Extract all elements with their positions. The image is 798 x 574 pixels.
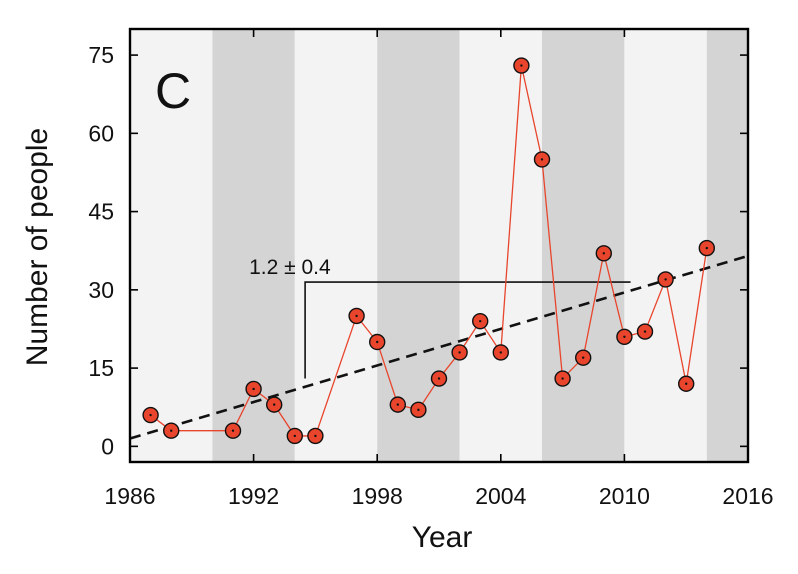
- x-tick-label-2016: 2016: [722, 483, 773, 509]
- background-band-2: [294, 29, 378, 462]
- background-bands: [130, 29, 748, 462]
- annotation-bracket: [304, 281, 631, 379]
- y-tick-label-15: 15: [88, 355, 114, 381]
- y-tick-label-60: 60: [88, 120, 114, 146]
- data-point-2014: [698, 239, 715, 257]
- data-point-2006: [533, 151, 551, 168]
- x-axis-title: Year: [412, 521, 473, 554]
- data-point-1987: [142, 406, 159, 424]
- background-band-4: [459, 29, 542, 462]
- background-band-6: [624, 29, 707, 462]
- data-point-1998: [369, 333, 386, 351]
- background-band-5: [542, 29, 625, 462]
- background-band-0: [130, 29, 213, 462]
- data-point-2002: [451, 344, 468, 361]
- data-point-2009: [595, 245, 612, 262]
- data-points: [142, 57, 715, 445]
- data-point-2003: [472, 312, 489, 330]
- trend-annotation: 1.2 ± 0.4: [249, 256, 631, 379]
- data-point-1992: [245, 380, 262, 398]
- data-point-2011: [636, 323, 654, 340]
- data-point-1993: [266, 396, 283, 413]
- x-tick-label-1992: 1992: [228, 483, 279, 509]
- data-point-2008: [575, 349, 592, 366]
- data-point-1994: [286, 427, 303, 445]
- data-point-2010: [616, 328, 633, 345]
- y-tick-label-0: 0: [101, 433, 114, 459]
- x-tick-label-1998: 1998: [352, 483, 403, 509]
- axis-ticks: 1986 1992 1998 2004 2010 2016 0 15 30 45 60 75: [88, 29, 774, 509]
- x-tick-label-2004: 2004: [475, 483, 526, 509]
- annotation-label: 1.2 ± 0.4: [249, 256, 331, 279]
- plot-frame: [128, 27, 750, 464]
- data-point-1997: [348, 307, 365, 325]
- data-point-2013: [678, 375, 695, 392]
- background-band-3: [377, 29, 460, 462]
- data-point-2000: [410, 401, 427, 419]
- x-tick-label-2010: 2010: [599, 483, 650, 509]
- data-point-1991: [224, 422, 242, 439]
- data-point-2007: [554, 370, 571, 387]
- data-point-2012: [657, 271, 674, 288]
- y-tick-label-75: 75: [88, 42, 114, 68]
- y-tick-label-30: 30: [88, 277, 114, 303]
- panel-label: C: [155, 63, 191, 119]
- y-axis-title: Number of people: [21, 128, 54, 366]
- x-tick-label-1986: 1986: [104, 483, 155, 509]
- y-tick-label-45: 45: [88, 199, 114, 225]
- data-point-1988: [162, 422, 180, 439]
- data-point-2001: [430, 370, 448, 387]
- data-point-2004: [492, 344, 509, 361]
- data-point-1999: [389, 396, 406, 413]
- data-point-1995: [307, 427, 324, 445]
- data-point-2005: [513, 57, 530, 74]
